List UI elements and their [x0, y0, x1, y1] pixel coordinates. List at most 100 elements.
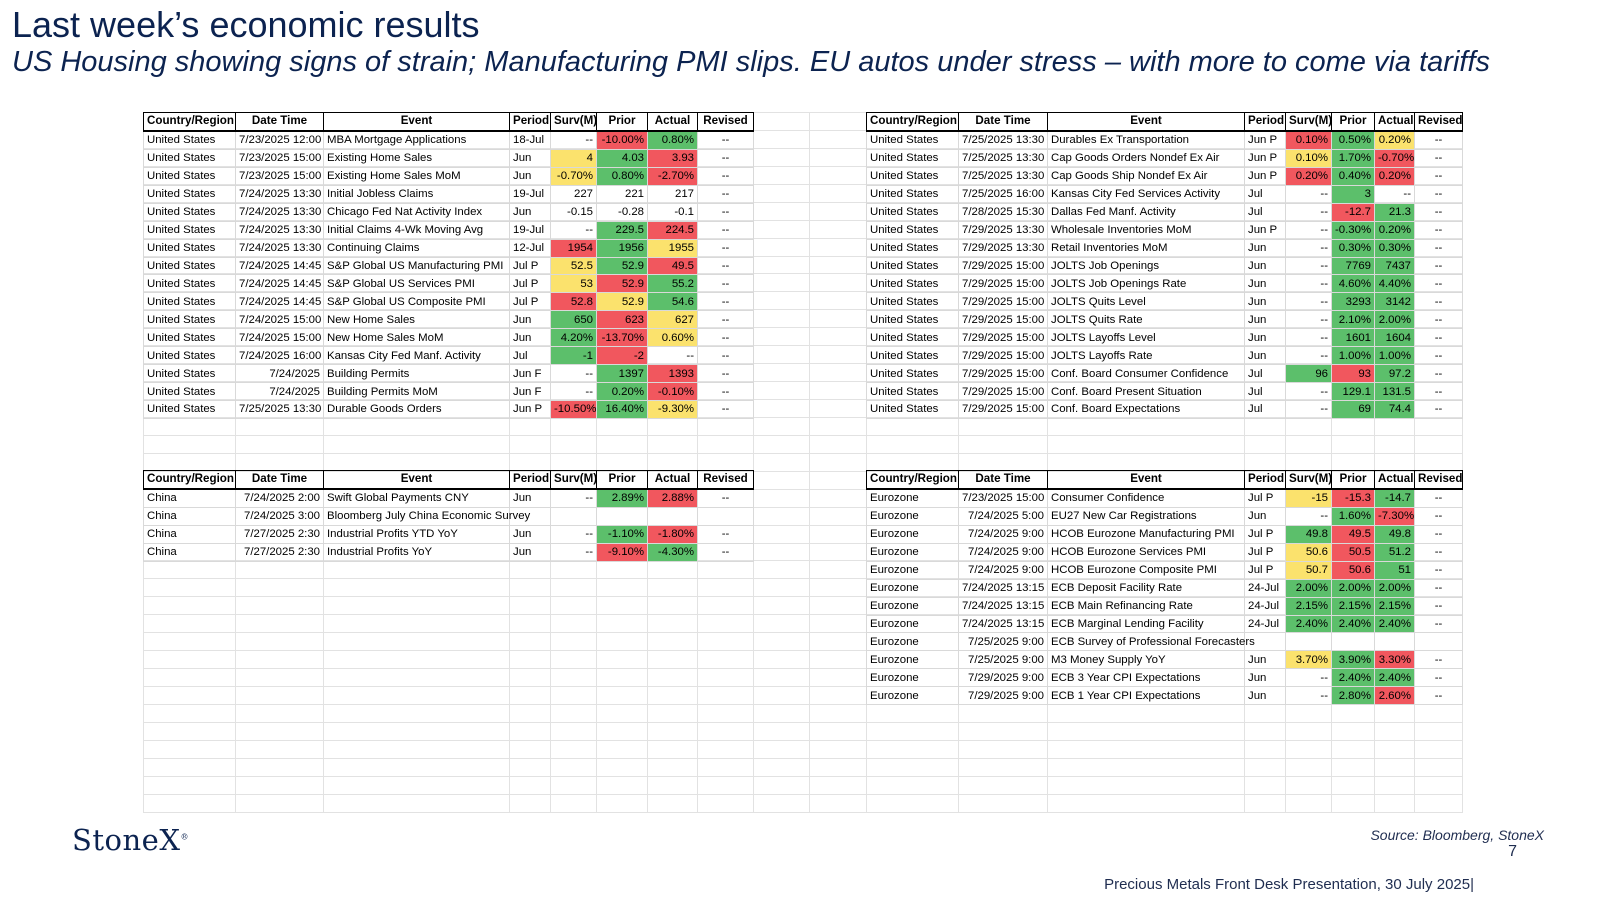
grid-row	[753, 524, 867, 544]
grid-row	[143, 416, 754, 436]
table-row: United States 7/29/2025 15:00 JOLTS Layoff…	[866, 328, 1463, 348]
grid-row	[143, 560, 754, 580]
table-cell: 4.40%	[1374, 274, 1415, 294]
table-cell: Conf. Board Present Situation	[1047, 382, 1245, 401]
grid-cell	[143, 614, 236, 634]
grid-cell	[550, 686, 597, 705]
table-cell: --	[647, 346, 698, 366]
grid-row	[143, 775, 754, 795]
grid-cell	[866, 775, 959, 795]
grid-cell	[753, 632, 810, 652]
table-cell: 0.20%	[596, 382, 648, 401]
table-cell: 1954	[550, 238, 597, 258]
grid-cell	[596, 452, 648, 472]
table-cell: -0.28	[596, 202, 648, 222]
table-cell: --	[1414, 202, 1463, 222]
table-cell: Jun	[509, 202, 551, 222]
column-header: Surv(M)	[550, 469, 597, 490]
table-cell: --	[550, 220, 597, 240]
table-row: United States 7/29/2025 15:00 JOLTS Job Op…	[866, 256, 1463, 276]
grid-cell	[596, 739, 648, 759]
table-cell: 7/29/2025 15:00	[958, 364, 1048, 384]
table-cell: 54.6	[647, 292, 698, 312]
grid-cell	[1331, 739, 1375, 759]
table-cell: 3.93	[647, 148, 698, 168]
table-cell: 7/29/2025 15:00	[958, 382, 1048, 401]
grid-row	[143, 668, 754, 687]
grid-cell	[1047, 775, 1245, 795]
grid-cell	[550, 650, 597, 670]
table-cell: Jun	[1244, 328, 1286, 348]
table-row: United States 7/23/2025 15:00 Existing Hom…	[143, 166, 754, 186]
grid-cell	[235, 596, 324, 616]
table-cell: Durable Goods Orders	[323, 400, 510, 419]
table-cell: United States	[866, 184, 959, 204]
grid-row	[753, 488, 867, 508]
grid-cell	[753, 416, 810, 436]
grid-cell	[697, 632, 754, 652]
grid-row	[753, 273, 867, 293]
grid-cell	[809, 434, 867, 454]
grid-cell	[809, 291, 867, 311]
grid-cell	[1047, 703, 1245, 723]
grid-cell	[550, 452, 597, 472]
table-cell: -0.70%	[1374, 148, 1415, 168]
grid-cell	[143, 452, 236, 472]
table-cell: 96	[1285, 364, 1332, 384]
table-cell: 217	[647, 184, 698, 204]
grid-cell	[753, 542, 810, 562]
table-cell: 7/24/2025 13:30	[235, 184, 324, 204]
grid-row	[866, 757, 1463, 777]
grid-cell	[753, 273, 810, 293]
table-cell: --	[1414, 614, 1463, 634]
grid-cell	[550, 614, 597, 634]
table-cell: 74.4	[1374, 400, 1415, 419]
table-cell: Initial Claims 4-Wk Moving Avg	[323, 220, 510, 240]
table-cell: 2.88%	[647, 488, 698, 508]
table-cell: Retail Inventories MoM	[1047, 238, 1245, 258]
table-cell: 2.00%	[1331, 578, 1375, 598]
grid-cell	[509, 668, 551, 687]
grid-cell	[1414, 793, 1463, 813]
table-row: China 7/27/2025 2:30 Industrial Profits YT…	[143, 524, 754, 544]
grid-cell	[1244, 452, 1286, 472]
table-cell: -4.30%	[647, 542, 698, 562]
grid-cell	[809, 721, 867, 741]
table-cell: Jul P	[1244, 560, 1286, 580]
table-cell: United States	[866, 220, 959, 240]
column-header: Period	[509, 469, 551, 490]
table-cell: 7/24/2025 13:15	[958, 614, 1048, 634]
grid-cell	[235, 721, 324, 741]
grid-cell	[235, 757, 324, 777]
table-cell: Jun F	[509, 382, 551, 401]
grid-cell	[1047, 793, 1245, 813]
grid-cell	[697, 793, 754, 813]
table-row: Eurozone 7/24/2025 13:15 ECB Deposit Facil…	[866, 578, 1463, 598]
column-header: Surv(M)	[1285, 469, 1332, 490]
table-cell: Eurozone	[866, 524, 959, 544]
grid-cell	[143, 560, 236, 580]
table-cell: --	[1285, 220, 1332, 240]
grid-cell	[550, 632, 597, 652]
grid-cell	[753, 112, 810, 131]
table-cell: 0.30%	[1374, 238, 1415, 258]
table-cell: 7/23/2025 15:00	[235, 148, 324, 168]
table-cell: 1397	[596, 364, 648, 384]
grid-cell	[866, 416, 959, 436]
column-header: Date Time	[958, 111, 1048, 132]
grid-cell	[1414, 757, 1463, 777]
grid-cell	[323, 578, 510, 598]
table-cell: Jul P	[509, 274, 551, 294]
grid-row	[866, 793, 1463, 813]
table-cell: --	[1285, 668, 1332, 688]
grid-cell	[596, 668, 648, 687]
table-cell: United States	[143, 346, 236, 366]
table-cell: 52.9	[596, 292, 648, 312]
grid-row	[866, 434, 1463, 454]
grid-cell	[1244, 739, 1286, 759]
table-cell: Eurozone	[866, 506, 959, 526]
table-cell: 1393	[647, 364, 698, 384]
grid-cell	[1285, 703, 1332, 723]
table-cell: 2.60%	[1374, 686, 1415, 706]
column-header: Event	[323, 111, 510, 132]
